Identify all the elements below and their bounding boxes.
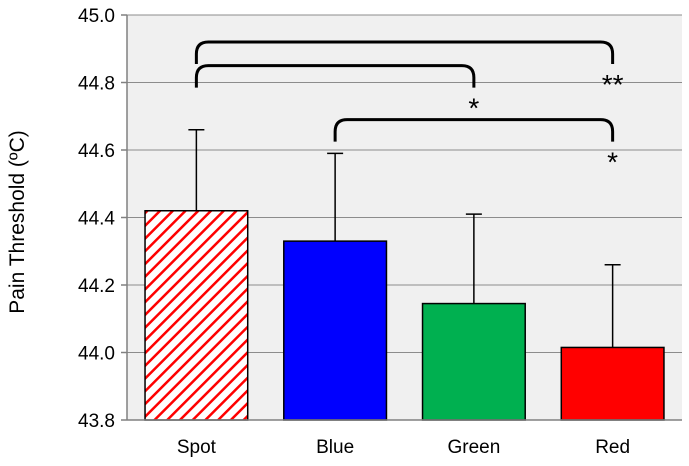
x-tick-label: Red	[595, 437, 630, 458]
significance-marker: **	[602, 69, 624, 100]
x-tick-label: Green	[447, 437, 500, 458]
significance-bracket	[333, 118, 615, 142]
y-tick-label: 45.0	[78, 6, 115, 27]
significance-bracket	[194, 64, 476, 88]
bar-spot	[144, 210, 249, 421]
y-axis-title: Pain Threshold (ºC)	[6, 130, 29, 314]
significance-marker: *	[468, 93, 479, 124]
bar-red	[560, 346, 665, 421]
y-tick-label: 44.2	[78, 276, 115, 297]
y-tick-label: 43.8	[78, 411, 115, 432]
bar-green	[421, 302, 526, 421]
y-tick-label: 44.0	[78, 344, 115, 365]
x-tick-label: Blue	[316, 437, 354, 458]
significance-bracket	[194, 40, 615, 64]
bar-blue	[283, 240, 388, 421]
y-tick-label: 44.6	[78, 141, 115, 162]
y-tick-label: 44.4	[78, 209, 115, 230]
significance-marker: *	[607, 147, 618, 178]
y-tick-label: 44.8	[78, 74, 115, 95]
x-tick-label: Spot	[177, 437, 217, 458]
